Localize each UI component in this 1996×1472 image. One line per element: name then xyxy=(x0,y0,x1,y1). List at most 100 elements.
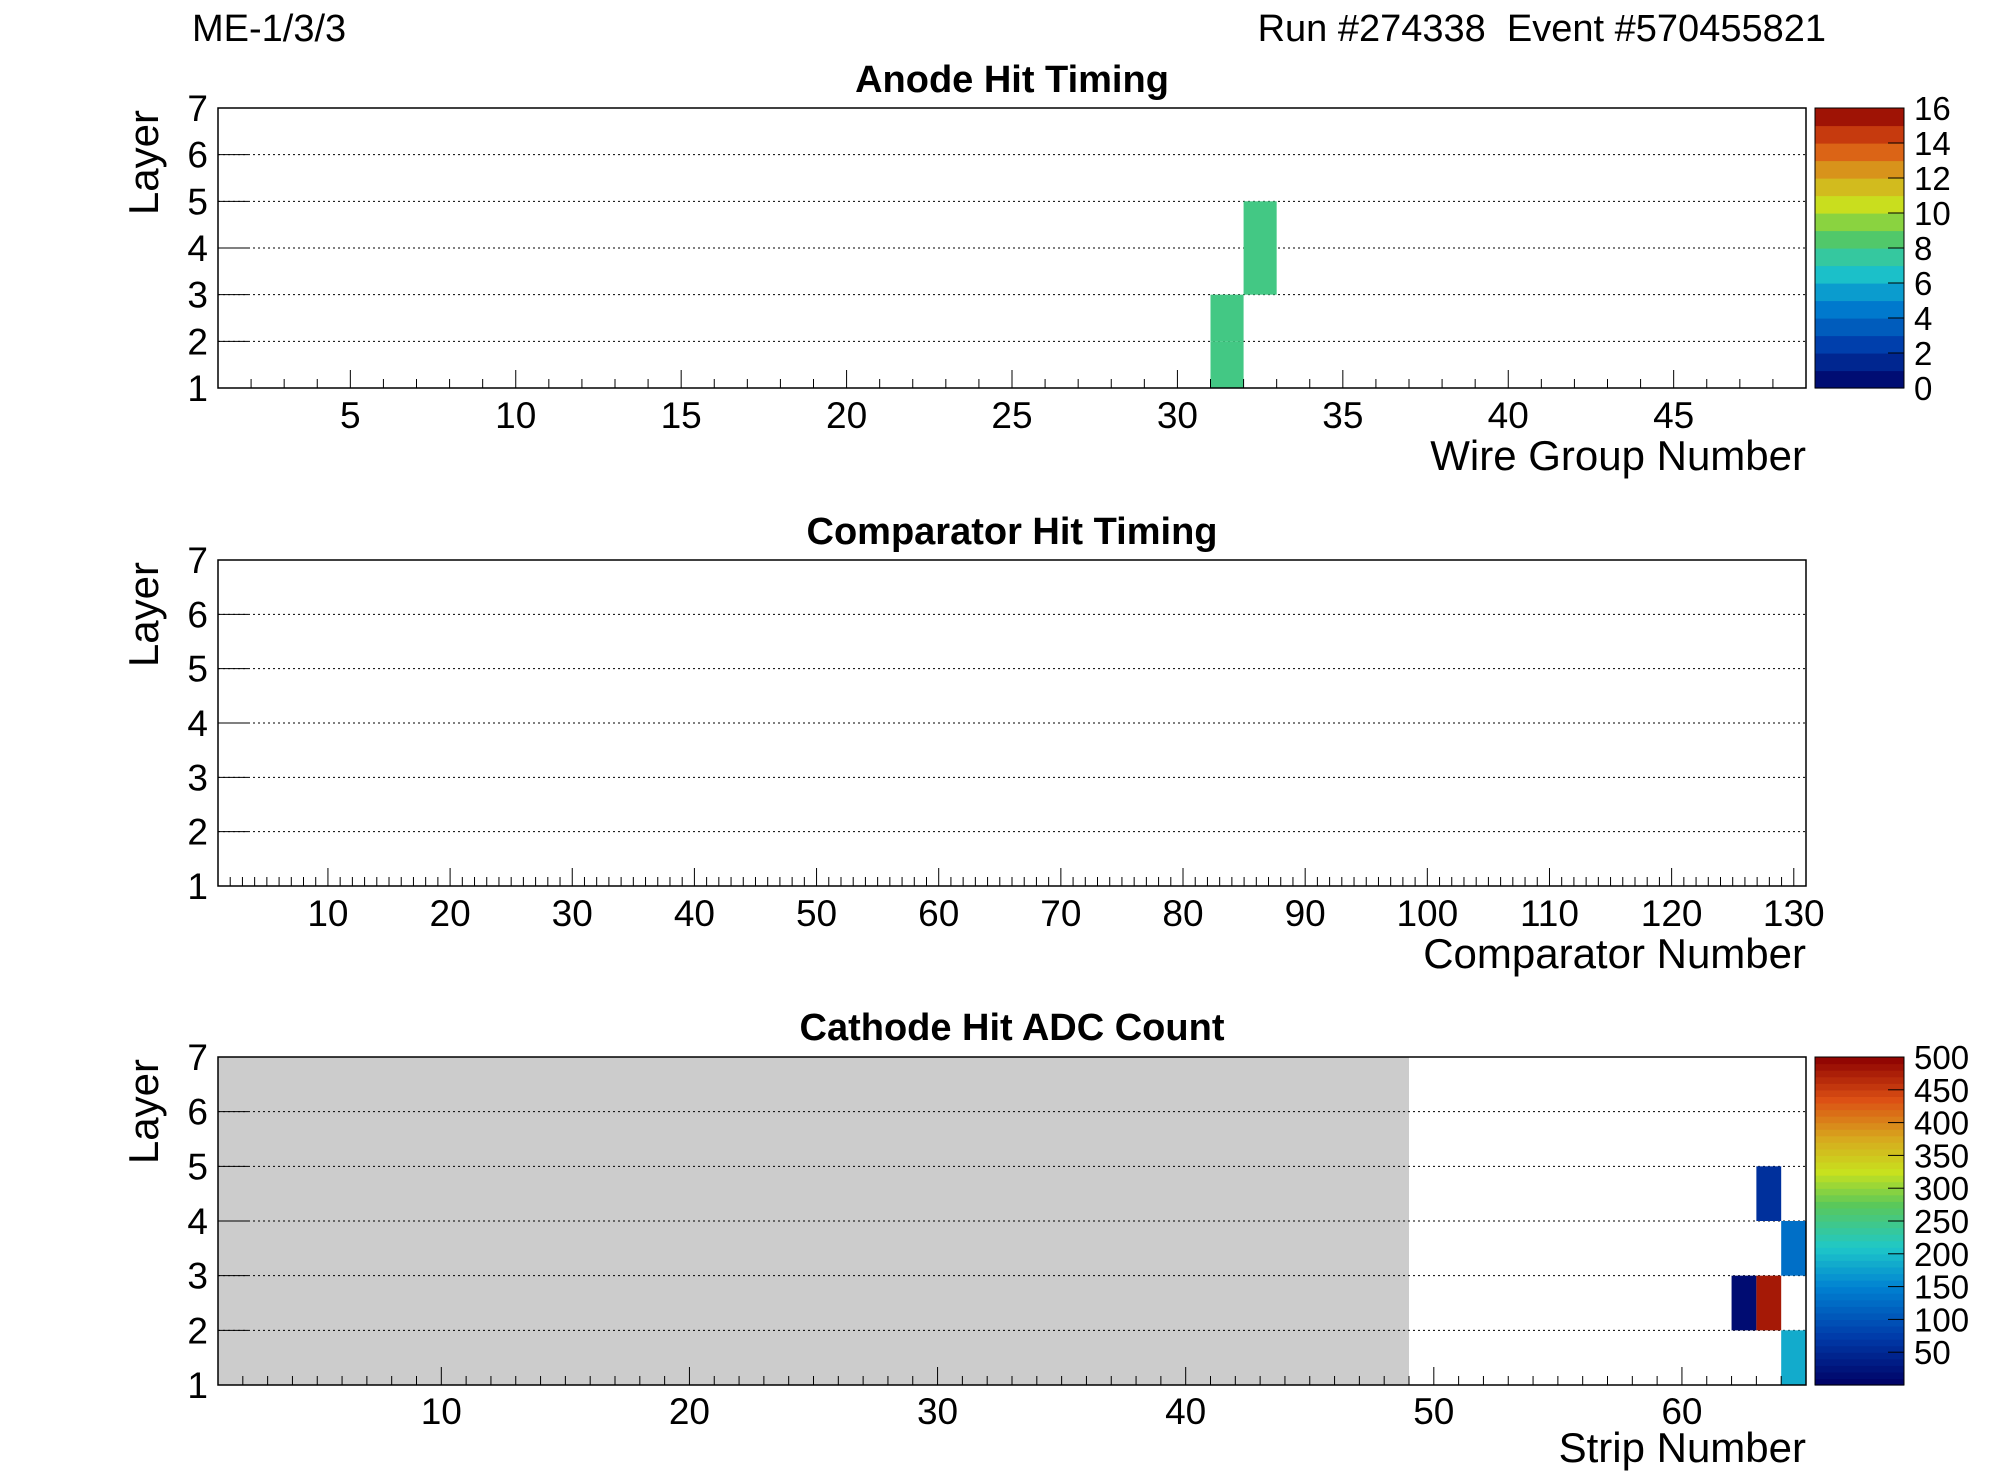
run-event-label: Run #274338 Event #570455821 xyxy=(1257,8,1826,50)
panel-title: Comparator Hit Timing xyxy=(807,511,1218,553)
x-tick-label: 30 xyxy=(1157,395,1198,436)
y-tick-label: 5 xyxy=(187,1146,208,1187)
palette-band xyxy=(1815,248,1904,267)
palette-band xyxy=(1815,300,1904,319)
palette-band xyxy=(1815,1319,1904,1327)
palette-band xyxy=(1815,1129,1904,1137)
x-tick-label: 70 xyxy=(1040,893,1081,934)
palette-band xyxy=(1815,1076,1904,1084)
y-tick-label: 6 xyxy=(187,594,208,635)
palette-band xyxy=(1815,1214,1904,1222)
y-axis-title: Layer xyxy=(120,1059,167,1164)
x-tick-label: 90 xyxy=(1285,893,1326,934)
palette-band xyxy=(1815,1089,1904,1097)
x-tick-label: 5 xyxy=(340,395,361,436)
palette-band xyxy=(1815,335,1904,354)
palette-band xyxy=(1815,1378,1904,1386)
palette-label: 12 xyxy=(1914,160,1951,197)
palette-band xyxy=(1815,1161,1904,1170)
palette-band xyxy=(1815,230,1904,249)
y-tick-label: 7 xyxy=(187,540,208,581)
palette-label: 10 xyxy=(1914,195,1951,232)
palette-label: 14 xyxy=(1914,125,1951,162)
x-tick-label: 35 xyxy=(1322,395,1363,436)
hit-cell xyxy=(1210,341,1244,388)
x-tick-label: 110 xyxy=(1520,893,1579,934)
y-tick-label: 1 xyxy=(187,368,208,409)
y-tick-label: 3 xyxy=(187,1256,208,1297)
x-tick-label: 130 xyxy=(1763,893,1825,934)
y-axis-title: Layer xyxy=(120,562,167,667)
palette-band xyxy=(1815,125,1904,144)
palette-band xyxy=(1815,1063,1904,1071)
y-tick-label: 4 xyxy=(187,1201,208,1242)
x-tick-label: 15 xyxy=(661,395,702,436)
palette-band xyxy=(1815,1227,1904,1235)
palette-band xyxy=(1815,1247,1904,1255)
palette-label: 50 xyxy=(1914,1334,1951,1371)
hit-cell xyxy=(1781,1221,1806,1276)
palette-band xyxy=(1815,1240,1904,1248)
palette-band xyxy=(1815,265,1904,284)
y-tick-label: 2 xyxy=(187,321,208,362)
palette-band xyxy=(1815,1273,1904,1281)
palette-band xyxy=(1815,1299,1904,1307)
palette-band xyxy=(1815,1168,1904,1176)
palette-band xyxy=(1815,160,1904,179)
x-axis-title: Wire Group Number xyxy=(1430,432,1806,479)
palette-label: 350 xyxy=(1914,1137,1969,1174)
plot-frame xyxy=(217,107,1807,389)
hit-cell xyxy=(1756,1275,1782,1331)
palette-label: 400 xyxy=(1914,1105,1969,1142)
x-tick-label: 40 xyxy=(1165,1391,1206,1432)
palette-label: 100 xyxy=(1914,1301,1969,1338)
palette-band xyxy=(1815,178,1904,197)
x-tick-label: 60 xyxy=(918,893,959,934)
y-tick-label: 6 xyxy=(187,1092,208,1133)
palette-band xyxy=(1815,213,1904,232)
palette-band xyxy=(1815,1057,1904,1065)
y-tick-label: 3 xyxy=(187,757,208,798)
palette-band xyxy=(1815,1148,1904,1156)
panel-title: Anode Hit Timing xyxy=(855,59,1169,101)
palette-label: 200 xyxy=(1914,1236,1969,1273)
palette-band xyxy=(1815,1293,1904,1301)
palette-label: 150 xyxy=(1914,1269,1969,1306)
x-tick-label: 20 xyxy=(669,1391,710,1432)
x-tick-label: 60 xyxy=(1661,1391,1702,1432)
palette-band xyxy=(1815,1280,1904,1288)
y-axis-title: Layer xyxy=(120,110,167,215)
palette-band xyxy=(1815,1286,1904,1294)
hit-cell xyxy=(1781,1330,1806,1385)
palette-band xyxy=(1815,1116,1904,1124)
y-tick-label: 7 xyxy=(187,1037,208,1078)
x-tick-label: 80 xyxy=(1162,893,1203,934)
palette-label: 16 xyxy=(1914,90,1951,127)
x-tick-label: 120 xyxy=(1641,893,1703,934)
x-tick-label: 45 xyxy=(1653,395,1694,436)
palette-band xyxy=(1815,1253,1904,1261)
x-tick-label: 50 xyxy=(1413,1391,1454,1432)
palette-band xyxy=(1815,195,1904,214)
y-tick-label: 2 xyxy=(187,812,208,853)
palette-band xyxy=(1815,1358,1904,1366)
palette-band xyxy=(1815,1155,1904,1163)
x-axis-title: Strip Number xyxy=(1559,1424,1806,1471)
palette-band xyxy=(1815,1201,1904,1209)
y-tick-label: 4 xyxy=(187,228,208,269)
palette-label: 8 xyxy=(1914,230,1932,267)
palette-band xyxy=(1815,318,1904,337)
palette-label: 0 xyxy=(1914,370,1932,407)
palette-band xyxy=(1815,1122,1904,1130)
palette-band xyxy=(1815,1306,1904,1314)
palette-band xyxy=(1815,283,1904,302)
y-tick-label: 2 xyxy=(187,1310,208,1351)
palette-band xyxy=(1815,1371,1904,1380)
palette-band xyxy=(1815,1332,1904,1340)
palette-band xyxy=(1815,143,1904,162)
x-tick-label: 30 xyxy=(552,893,593,934)
palette-band xyxy=(1815,1325,1904,1334)
